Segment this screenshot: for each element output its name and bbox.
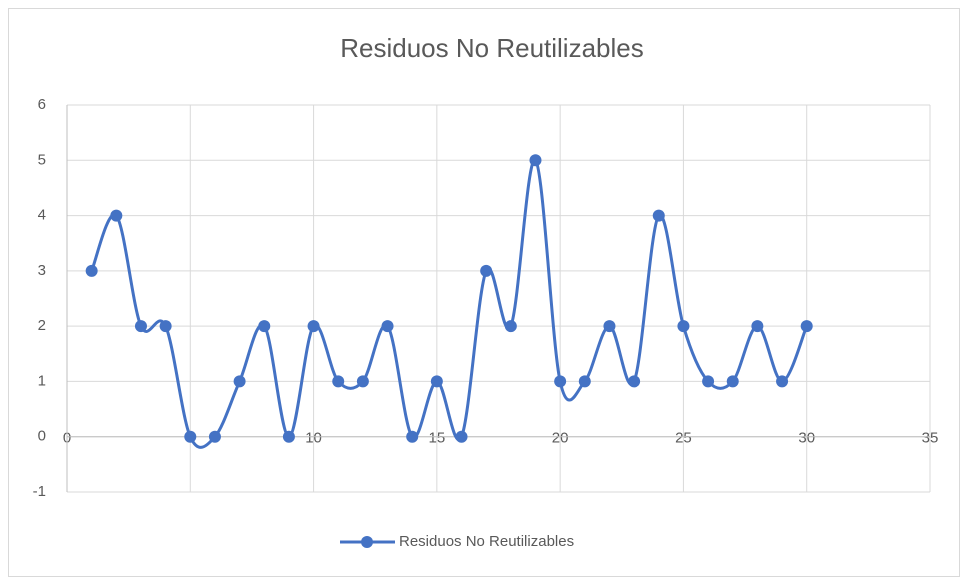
data-point bbox=[603, 320, 616, 333]
data-point bbox=[776, 375, 789, 388]
data-point bbox=[578, 375, 591, 388]
data-point bbox=[282, 430, 295, 443]
data-point bbox=[529, 154, 542, 167]
x-tick-label: 15 bbox=[429, 430, 446, 447]
y-tick-label: 0 bbox=[38, 428, 46, 445]
data-point bbox=[504, 320, 517, 333]
data-point bbox=[85, 264, 98, 277]
x-tick-label: 10 bbox=[305, 430, 322, 447]
data-point bbox=[356, 375, 369, 388]
data-point bbox=[381, 320, 394, 333]
data-point bbox=[677, 320, 690, 333]
data-point bbox=[430, 375, 443, 388]
data-point bbox=[134, 320, 147, 333]
y-tick-label: 1 bbox=[38, 372, 46, 389]
data-point bbox=[332, 375, 345, 388]
legend-label: Residuos No Reutilizables bbox=[399, 533, 574, 550]
data-point bbox=[554, 375, 567, 388]
data-point bbox=[233, 375, 246, 388]
y-tick-label: 3 bbox=[38, 262, 46, 279]
data-point bbox=[726, 375, 739, 388]
data-point bbox=[455, 430, 468, 443]
y-tick-label: 4 bbox=[38, 207, 46, 224]
data-point bbox=[406, 430, 419, 443]
data-point bbox=[628, 375, 641, 388]
data-point bbox=[159, 320, 172, 333]
data-point bbox=[702, 375, 715, 388]
y-tick-label: 2 bbox=[38, 317, 46, 334]
data-point bbox=[751, 320, 764, 333]
legend-marker bbox=[361, 536, 373, 548]
data-point bbox=[184, 430, 197, 443]
x-tick-label: 25 bbox=[675, 430, 692, 447]
chart-title: Residuos No Reutilizables bbox=[340, 33, 643, 63]
data-point bbox=[307, 320, 320, 333]
x-tick-label: 30 bbox=[798, 430, 815, 447]
x-tick-label: 20 bbox=[552, 430, 569, 447]
x-tick-label: 35 bbox=[922, 430, 939, 447]
y-tick-label: 5 bbox=[38, 151, 46, 168]
data-point bbox=[480, 264, 493, 277]
y-tick-label: 6 bbox=[38, 96, 46, 113]
chart-border bbox=[8, 8, 960, 577]
data-point bbox=[208, 430, 221, 443]
data-point bbox=[800, 320, 813, 333]
data-point bbox=[652, 209, 665, 222]
data-point bbox=[258, 320, 271, 333]
data-point bbox=[110, 209, 123, 222]
y-tick-label: -1 bbox=[33, 483, 46, 500]
